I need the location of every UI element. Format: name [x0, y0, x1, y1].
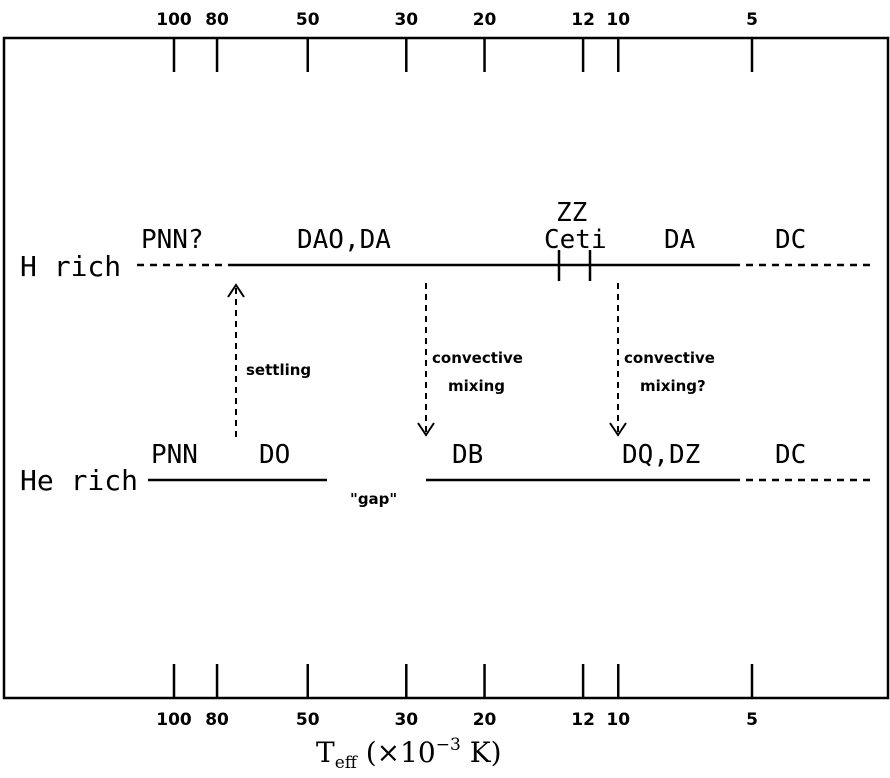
- h-class-ceti: Ceti: [544, 225, 607, 255]
- bottom-tick-label: 5: [746, 710, 758, 730]
- top-tick-label: 30: [394, 10, 418, 30]
- bottom-tick-label: 12: [571, 710, 595, 730]
- top-tick-label: 12: [571, 10, 595, 30]
- settling-arrow: [227, 283, 245, 437]
- axis-title: Teff (×10−3 K): [316, 735, 502, 773]
- top-tick-label: 80: [205, 10, 229, 30]
- convective-mixing-arrow-1: [417, 283, 435, 437]
- bottom-tick-label: 30: [394, 710, 418, 730]
- he-class-dc: DC: [775, 440, 806, 470]
- bottom-tick-label: 100: [156, 710, 192, 730]
- convective-label-1: convective: [432, 349, 523, 367]
- he-class-gap: "gap": [350, 490, 397, 508]
- he-class-dq-dz: DQ,DZ: [622, 440, 700, 470]
- h-rich-label: H rich: [20, 250, 121, 283]
- h-class-zz: ZZ: [556, 198, 587, 228]
- bottom-tick-label: 20: [473, 710, 497, 730]
- plot-frame: [2, 36, 890, 700]
- h-class-dc: DC: [775, 225, 806, 255]
- mixing-label-2: mixing?: [640, 377, 706, 395]
- convective-label-2: convective: [624, 349, 715, 367]
- top-tick-label: 10: [606, 10, 630, 30]
- mixing-label-1: mixing: [448, 377, 505, 395]
- top-tick-label: 100: [156, 10, 192, 30]
- bottom-tick-label: 80: [205, 710, 229, 730]
- he-rich-label: He rich: [20, 464, 138, 497]
- top-ticks: 100 80 50 30 20 12 10 5: [156, 10, 758, 72]
- bottom-tick-label: 10: [606, 710, 630, 730]
- h-class-dao-da: DAO,DA: [297, 225, 391, 255]
- settling-label: settling: [246, 361, 311, 379]
- he-class-pnn: PNN: [151, 440, 198, 470]
- he-class-do: DO: [259, 440, 290, 470]
- convective-mixing-arrow-2: [609, 283, 627, 437]
- top-tick-label: 20: [473, 10, 497, 30]
- top-tick-label: 50: [296, 10, 320, 30]
- h-class-da: DA: [664, 225, 696, 255]
- he-class-db: DB: [452, 440, 483, 470]
- bottom-ticks: 100 80 50 30 20 12 10 5: [156, 664, 758, 730]
- h-class-pnn: PNN?: [141, 225, 204, 255]
- top-tick-label: 5: [746, 10, 758, 30]
- bottom-tick-label: 50: [296, 710, 320, 730]
